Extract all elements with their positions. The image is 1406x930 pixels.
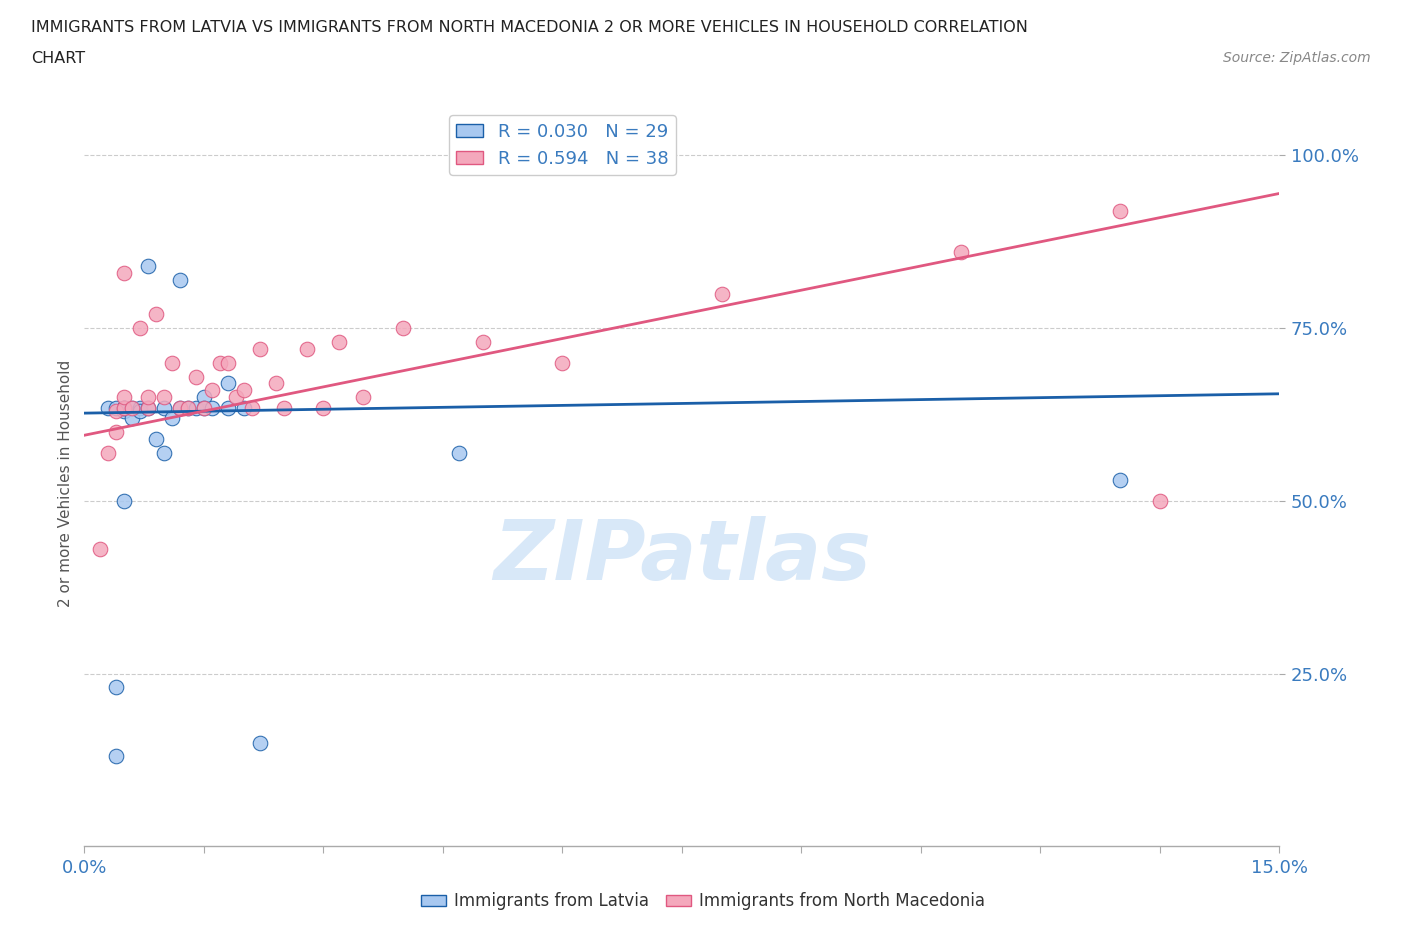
- Point: [177, 400, 200, 415]
- Point: [240, 400, 263, 415]
- Point: [112, 390, 135, 405]
- Point: [232, 400, 254, 415]
- Text: CHART: CHART: [31, 51, 84, 66]
- Point: [121, 400, 143, 415]
- Legend: R = 0.030   N = 29, R = 0.594   N = 38: R = 0.030 N = 29, R = 0.594 N = 38: [449, 115, 676, 175]
- Point: [112, 494, 135, 509]
- Text: Source: ZipAtlas.com: Source: ZipAtlas.com: [1223, 51, 1371, 65]
- Point: [136, 400, 159, 415]
- Y-axis label: 2 or more Vehicles in Household: 2 or more Vehicles in Household: [58, 360, 73, 607]
- Point: [949, 245, 972, 259]
- Point: [136, 259, 159, 273]
- Point: [105, 400, 128, 415]
- Point: [153, 400, 176, 415]
- Point: [249, 341, 271, 356]
- Point: [89, 542, 111, 557]
- Point: [193, 400, 215, 415]
- Point: [217, 376, 239, 391]
- Point: [129, 321, 152, 336]
- Point: [328, 335, 350, 350]
- Point: [105, 404, 128, 418]
- Point: [105, 749, 128, 764]
- Point: [217, 355, 239, 370]
- Point: [136, 400, 159, 415]
- Point: [264, 376, 287, 391]
- Point: [153, 390, 176, 405]
- Point: [169, 400, 191, 415]
- Point: [551, 355, 574, 370]
- Point: [447, 445, 470, 460]
- Point: [97, 445, 120, 460]
- Point: [112, 404, 135, 418]
- Point: [225, 390, 247, 405]
- Point: [352, 390, 374, 405]
- Point: [136, 390, 159, 405]
- Text: IMMIGRANTS FROM LATVIA VS IMMIGRANTS FROM NORTH MACEDONIA 2 OR MORE VEHICLES IN : IMMIGRANTS FROM LATVIA VS IMMIGRANTS FRO…: [31, 20, 1028, 35]
- Point: [1109, 204, 1132, 219]
- Point: [184, 369, 207, 384]
- Point: [232, 383, 254, 398]
- Point: [273, 400, 295, 415]
- Point: [208, 355, 231, 370]
- Point: [184, 400, 207, 415]
- Point: [201, 400, 224, 415]
- Text: ZIPatlas: ZIPatlas: [494, 515, 870, 597]
- Point: [193, 390, 215, 405]
- Point: [471, 335, 494, 350]
- Point: [145, 307, 167, 322]
- Point: [201, 383, 224, 398]
- Point: [129, 404, 152, 418]
- Point: [112, 400, 135, 415]
- Point: [112, 265, 135, 280]
- Point: [193, 400, 215, 415]
- Point: [121, 400, 143, 415]
- Point: [112, 400, 135, 415]
- Point: [105, 680, 128, 695]
- Point: [312, 400, 335, 415]
- Point: [249, 736, 271, 751]
- Point: [217, 400, 239, 415]
- Point: [153, 445, 176, 460]
- Point: [177, 400, 200, 415]
- Point: [160, 410, 183, 425]
- Point: [105, 424, 128, 439]
- Point: [392, 321, 415, 336]
- Point: [710, 286, 733, 301]
- Point: [121, 410, 143, 425]
- Point: [160, 355, 183, 370]
- Point: [129, 400, 152, 415]
- Legend: Immigrants from Latvia, Immigrants from North Macedonia: Immigrants from Latvia, Immigrants from …: [415, 885, 991, 917]
- Point: [97, 400, 120, 415]
- Point: [169, 400, 191, 415]
- Point: [145, 432, 167, 446]
- Point: [169, 272, 191, 287]
- Point: [112, 400, 135, 415]
- Point: [112, 400, 135, 415]
- Point: [297, 341, 319, 356]
- Point: [1149, 494, 1171, 509]
- Point: [1109, 472, 1132, 487]
